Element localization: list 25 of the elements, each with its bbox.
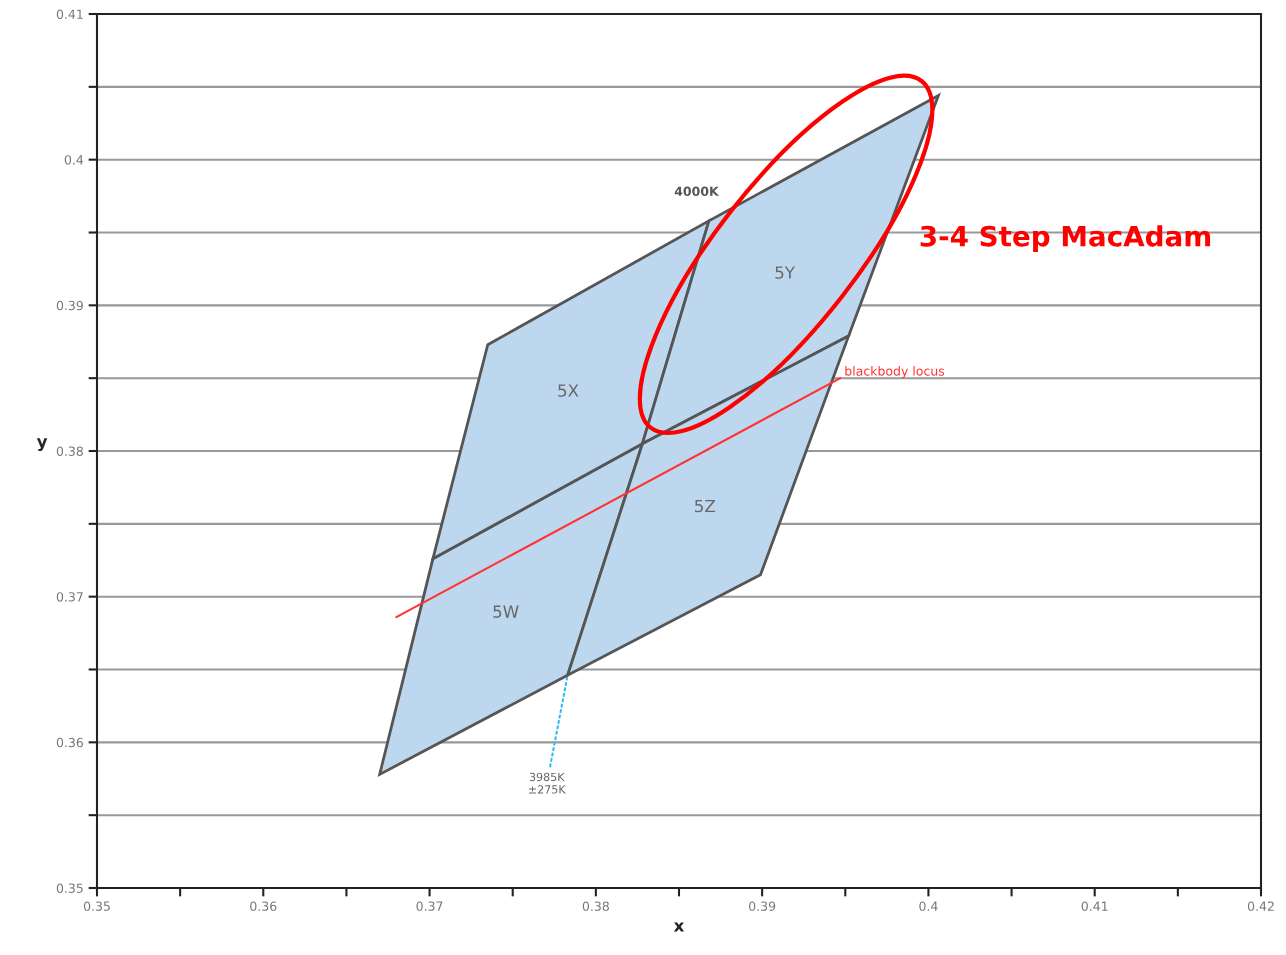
x-tick-label: 0.4: [919, 901, 938, 911]
y-tick-label: 0.4: [64, 155, 84, 165]
series-label: 5Y: [775, 266, 796, 279]
x-tick-label: 0.39: [749, 901, 776, 911]
y-tick-label: 0.35: [56, 883, 83, 893]
x-tick-label: 0.41: [1081, 901, 1108, 911]
x-tick-label: 0.42: [1247, 901, 1274, 911]
y-axis-title: y: [36, 438, 48, 451]
y-tick-label: 0.38: [56, 446, 83, 456]
annotation: 4000K: [674, 186, 720, 197]
annotation: 3985K ±275K: [529, 772, 566, 794]
x-tick-label: 0.38: [582, 901, 609, 911]
y-tick-label: 0.37: [56, 592, 83, 602]
y-tick-label: 0.41: [56, 9, 83, 19]
series-label: blackbody locus: [845, 366, 945, 379]
series-label: 5X: [558, 384, 579, 397]
series-label: 5W: [493, 605, 519, 618]
x-axis-title: x: [673, 922, 685, 932]
x-tick-label: 0.35: [83, 901, 110, 911]
annotation: 3-4 Step MacAdam: [920, 225, 1211, 253]
series-label: 5Z: [695, 499, 716, 513]
y-tick-label: 0.36: [56, 737, 84, 748]
x-tick-label: 0.36: [250, 901, 277, 911]
y-tick-label: 0.39: [56, 300, 83, 311]
x-tick-label: 0.37: [416, 901, 443, 911]
